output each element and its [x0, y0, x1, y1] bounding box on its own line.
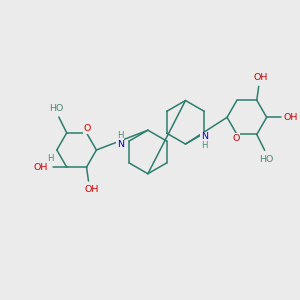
Text: OH: OH — [254, 73, 268, 82]
Text: OH: OH — [34, 163, 48, 172]
Text: O: O — [84, 124, 91, 134]
Text: H: H — [117, 131, 123, 140]
Text: H: H — [46, 154, 53, 163]
Text: HO: HO — [49, 103, 63, 112]
Text: OH: OH — [283, 113, 298, 122]
Text: O: O — [232, 134, 240, 143]
Text: H: H — [201, 141, 208, 150]
Text: OH: OH — [84, 185, 99, 194]
Text: N: N — [117, 140, 124, 148]
Text: N: N — [201, 132, 208, 141]
Text: HO: HO — [260, 155, 274, 164]
